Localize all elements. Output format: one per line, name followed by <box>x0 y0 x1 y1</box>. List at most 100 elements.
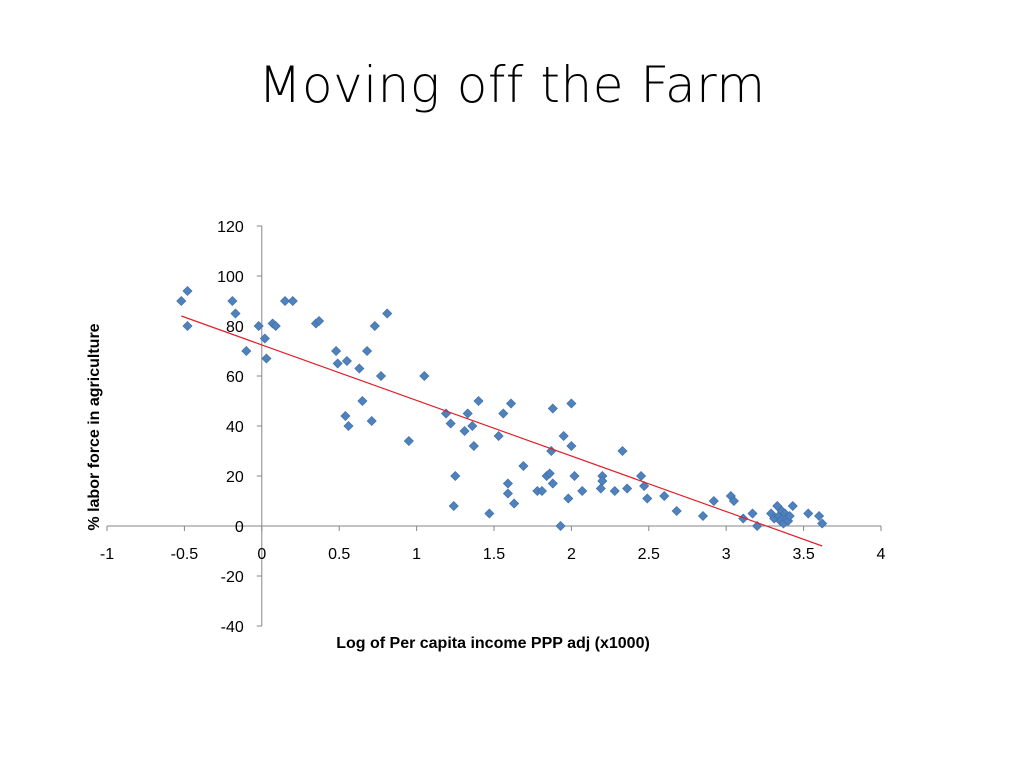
data-point <box>747 508 758 519</box>
data-point <box>484 508 495 519</box>
data-point <box>787 500 798 512</box>
data-point <box>341 355 352 367</box>
data-point <box>547 403 558 414</box>
data-point <box>502 478 513 489</box>
data-points <box>176 285 828 532</box>
data-point <box>555 520 566 532</box>
data-point <box>382 308 393 319</box>
data-point <box>577 485 588 497</box>
data-point <box>642 493 653 504</box>
data-point <box>595 483 606 494</box>
data-point <box>261 353 272 364</box>
tick-labels: -1 -0.5 0 0.5 1 1.5 2 2.5 3 3.5 4 -40 -20 0 20 40 60 80 10… <box>100 219 886 636</box>
data-point <box>498 408 509 419</box>
data-point <box>544 468 555 479</box>
data-point <box>230 308 241 319</box>
data-point <box>536 485 548 497</box>
trendline-layer <box>181 315 823 547</box>
data-point <box>509 498 520 509</box>
x-tick-label: 3 <box>722 546 731 563</box>
data-point <box>659 490 670 502</box>
data-point <box>597 475 608 487</box>
data-point <box>467 420 478 432</box>
data-point <box>671 505 682 517</box>
x-tick-label: 3.5 <box>792 546 814 563</box>
trendline <box>181 315 823 547</box>
x-tick-label: 4 <box>877 546 886 563</box>
data-point <box>728 495 739 507</box>
data-point <box>566 440 577 452</box>
data-point <box>752 520 763 532</box>
y-tick-label: 100 <box>217 269 244 286</box>
data-point <box>403 435 414 447</box>
x-tick-label: -0.5 <box>171 546 199 563</box>
data-point <box>227 295 238 307</box>
x-tick-label: 2.5 <box>638 546 660 563</box>
data-point <box>366 415 377 427</box>
data-point <box>331 345 342 357</box>
data-point <box>639 480 650 492</box>
y-tick-label: 40 <box>226 419 244 436</box>
data-point <box>459 425 470 437</box>
x-axis-title: Log of Per capita income PPP adj (x1000) <box>336 635 650 652</box>
data-point <box>369 320 380 332</box>
data-point <box>176 295 187 307</box>
data-point <box>558 430 569 442</box>
data-point <box>343 420 354 432</box>
x-tick-label: 0.5 <box>328 546 350 563</box>
data-point <box>473 395 484 407</box>
data-point <box>419 370 430 382</box>
x-tick-label: -1 <box>100 546 114 563</box>
y-tick-label: 60 <box>226 369 244 386</box>
y-tick-label: -40 <box>221 619 244 636</box>
x-tick-label: 2 <box>567 546 576 563</box>
data-point <box>617 445 628 457</box>
data-point <box>697 510 709 522</box>
data-point <box>445 418 456 429</box>
y-tick-label: 20 <box>226 469 244 486</box>
data-point <box>462 408 473 419</box>
data-point <box>566 398 577 409</box>
slide-title: Moving off the Farm <box>258 56 766 114</box>
data-point <box>493 430 504 442</box>
data-point <box>518 460 529 472</box>
data-point <box>287 295 298 307</box>
y-tick-label: 80 <box>226 319 244 336</box>
data-point <box>817 518 828 529</box>
y-axis-title: % labor force in agriculture <box>86 323 103 530</box>
data-point <box>182 320 193 332</box>
data-point <box>182 285 193 297</box>
y-tick-label: 120 <box>217 219 244 236</box>
data-point <box>814 510 825 522</box>
data-point <box>253 320 264 332</box>
x-tick-label: 1.5 <box>483 546 505 563</box>
data-point <box>502 488 513 499</box>
data-point <box>547 478 558 489</box>
data-point <box>270 320 281 332</box>
data-point <box>506 398 517 409</box>
data-point <box>450 470 461 482</box>
data-point <box>784 510 795 522</box>
data-point <box>803 508 814 519</box>
data-point <box>314 315 325 327</box>
data-point <box>708 495 719 507</box>
data-point <box>622 483 633 494</box>
x-tick-label: 0 <box>257 546 266 563</box>
axes <box>106 225 882 627</box>
data-point <box>569 470 580 482</box>
data-point <box>332 358 343 369</box>
data-point <box>375 370 387 382</box>
data-point <box>357 395 368 407</box>
y-tick-label: 0 <box>235 519 244 536</box>
data-point <box>340 410 351 422</box>
x-tick-label: 1 <box>412 546 421 563</box>
data-point <box>468 440 479 452</box>
data-point <box>609 485 620 497</box>
y-tick-label: -20 <box>221 569 244 586</box>
data-point <box>354 363 365 374</box>
data-point <box>563 493 574 504</box>
data-point <box>259 333 270 344</box>
data-point <box>362 345 373 357</box>
data-point <box>772 500 783 512</box>
